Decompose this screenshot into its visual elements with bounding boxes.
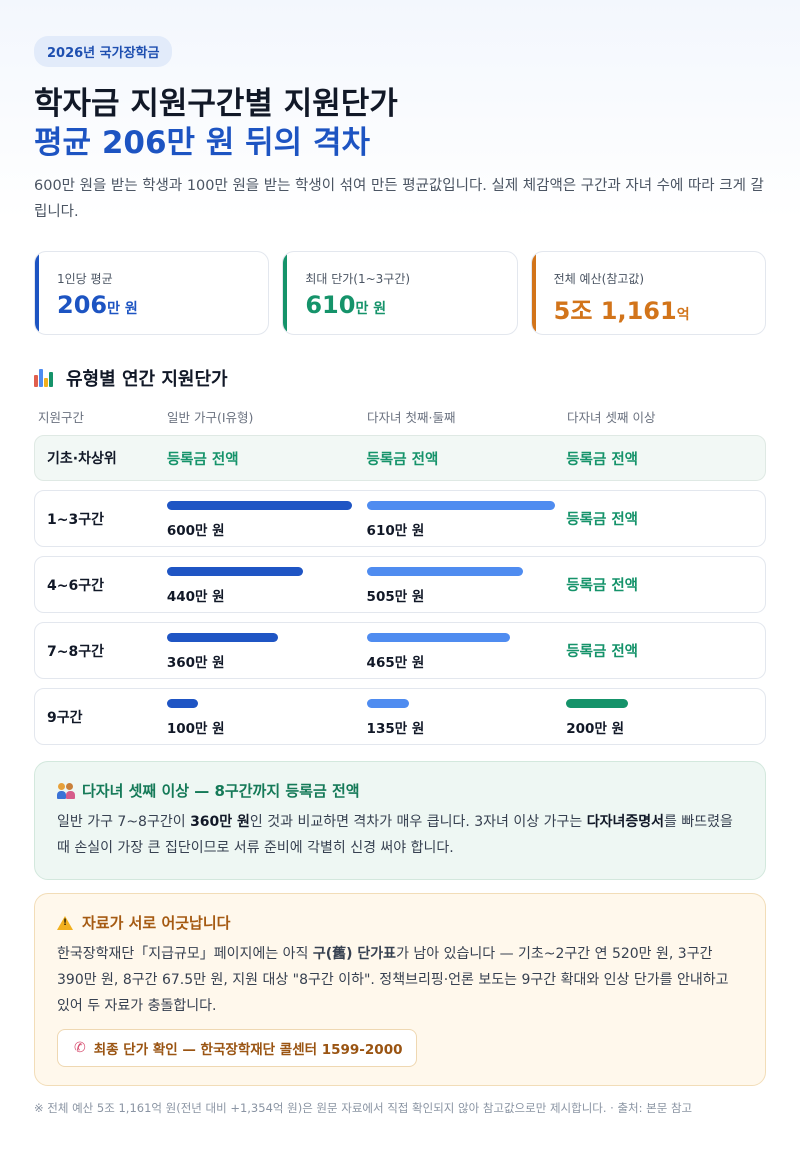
category-tag: 2026년 국가장학금 — [34, 36, 173, 67]
stat-value: 5조 1,161 — [553, 297, 677, 325]
stat-cards: 1인당 평균 206만 원 최대 단가(1~3구간) 610만 원 전체 예산(… — [34, 251, 766, 335]
data-conflict-callout: 자료가 서로 어긋납니다 한국장학재단「지급규모」페이지에는 아직 구(舊) 단… — [34, 893, 766, 1086]
stat-label: 최대 단가(1~3구간) — [305, 272, 411, 286]
body-emphasis: 360만 원 — [190, 814, 250, 830]
stat-unit: 만 원 — [355, 301, 387, 317]
data-label: 610만 원 — [366, 522, 425, 539]
data-label: 360만 원 — [166, 654, 225, 671]
stat-value: 206 — [57, 291, 108, 319]
support-table: 기초·차상위 등록금 전액 등록금 전액 등록금 전액 1~3구간 600만 원 6… — [34, 435, 766, 745]
warning-icon — [57, 915, 73, 930]
call-center-button[interactable]: ✆ 최종 단가 확인 — 한국장학재단 콜센터 1599-2000 — [57, 1029, 418, 1067]
full-tuition-label: 등록금 전액 — [166, 451, 239, 468]
footnote: ※ 전체 예산 5조 1,161억 원(전년 대비 +1,354억 원)은 원문… — [34, 1101, 693, 1115]
section-title-text: 유형별 연간 지원단가 — [66, 369, 228, 390]
table-row: 4~6구간 440만 원 505만 원 등록금 전액 — [34, 556, 766, 613]
bar-mark — [566, 698, 629, 708]
full-tuition-label: 등록금 전액 — [566, 578, 639, 594]
column-header: 다자녀 첫째·둘째 — [367, 410, 456, 425]
full-tuition-label: 등록금 전액 — [366, 451, 439, 468]
table-row-basic: 기초·차상위 등록금 전액 등록금 전액 등록금 전액 — [34, 435, 766, 481]
callout-title-row: 자료가 서로 어긋납니다 — [57, 912, 743, 933]
data-label: 465만 원 — [366, 654, 425, 671]
callout-title: 자료가 서로 어긋납니다 — [82, 914, 231, 932]
bar-mark — [166, 500, 352, 510]
stat-unit: 억 — [676, 307, 690, 323]
row-label: 7~8구간 — [47, 643, 104, 660]
body-emphasis: 다자녀증명서 — [586, 814, 664, 830]
data-label: 200만 원 — [566, 720, 624, 737]
table-row: 1~3구간 600만 원 610만 원 등록금 전액 — [34, 490, 766, 547]
column-header: 일반 가구(Ⅰ유형) — [167, 410, 254, 425]
body-text: 를 빠뜨렸을 때 손실이 가장 큰 집단이므로 서류 준비에 각별히 신경 써야… — [57, 814, 733, 856]
data-label: 505만 원 — [366, 588, 425, 605]
body-text: 인 것과 비교하면 격차가 매우 큽니다. 3자녀 이상 가구는 — [249, 814, 587, 830]
bar-rows: 1~3구간 600만 원 610만 원 등록금 전액 4~6구간 440만 원 505만 원… — [34, 490, 766, 745]
callout-title: 다자녀 셋째 이상 — 8구간까지 등록금 전액 — [82, 782, 360, 800]
body-text: 일반 가구 7~8구간이 — [57, 814, 191, 830]
section-title: 유형별 연간 지원단가 — [34, 365, 766, 391]
stat-label: 1인당 평균 — [57, 272, 113, 286]
lead-paragraph: 600만 원을 받는 학생과 100만 원을 받는 학생이 섞여 만든 평균값입… — [34, 178, 764, 220]
bar-cell: 440만 원 — [166, 565, 367, 605]
row-label: 기초·차상위 — [47, 451, 117, 467]
multi-child-callout: 다자녀 셋째 이상 — 8구간까지 등록금 전액 일반 가구 7~8구간이 36… — [34, 761, 766, 880]
bar-chart-icon — [34, 369, 54, 387]
family-icon — [57, 782, 75, 799]
bar-cell: 505만 원 — [366, 565, 567, 605]
data-label: 440만 원 — [166, 588, 225, 605]
full-tuition-label: 등록금 전액 — [566, 644, 639, 660]
bar-cell: 600만 원 — [166, 499, 367, 539]
stat-value-wrap: 5조 1,161억 — [554, 291, 765, 326]
phone-icon: ✆ — [74, 1040, 86, 1056]
bar-cell: 465만 원 — [366, 631, 567, 671]
table-row: 7~8구간 360만 원 465만 원 등록금 전액 — [34, 622, 766, 679]
column-header: 다자녀 셋째 이상 — [567, 410, 656, 425]
call-center-button-label: 최종 단가 확인 — 한국장학재단 콜센터 1599-2000 — [93, 1042, 403, 1058]
data-label: 600만 원 — [166, 522, 225, 539]
body-text: 한국장학재단「지급규모」페이지에는 아직 — [57, 946, 313, 962]
bar-cell: 610만 원 — [366, 499, 567, 539]
bar-cell: 135만 원 — [366, 697, 567, 737]
data-label: 135만 원 — [366, 720, 425, 737]
bar-mark — [366, 566, 523, 576]
stat-card-average: 1인당 평균 206만 원 — [34, 251, 270, 335]
body-text: 가 남아 있습니다 — 기초~2구간 연 520만 원, 3구간 390만 원,… — [57, 946, 729, 1014]
bar-mark — [366, 500, 555, 510]
full-tuition-label: 등록금 전액 — [566, 512, 639, 528]
data-label: 100만 원 — [166, 720, 225, 737]
body-emphasis: 구(舊) 단가표 — [312, 946, 397, 962]
table-row: 9구간 100만 원 135만 원 200만 원 — [34, 688, 766, 745]
page-title: 학자금 지원구간별 지원단가 — [34, 86, 398, 122]
table-header: 지원구간 일반 가구(Ⅰ유형) 다자녀 첫째·둘째 다자녀 셋째 이상 — [34, 407, 766, 425]
stat-card-budget: 전체 예산(참고값) 5조 1,161억 — [530, 251, 766, 335]
stat-value-wrap: 610만 원 — [305, 291, 516, 319]
full-tuition-label: 등록금 전액 — [566, 451, 639, 468]
callout-title-row: 다자녀 셋째 이상 — 8구간까지 등록금 전액 — [57, 780, 741, 801]
page-subtitle: 평균 206만 원 뒤의 격차 — [34, 125, 371, 161]
bar-mark — [166, 632, 278, 642]
bar-cell: 100만 원 — [166, 697, 367, 737]
bar-mark — [166, 566, 303, 576]
row-label: 9구간 — [47, 709, 83, 726]
bar-mark — [166, 698, 198, 708]
bar-cell: 360만 원 — [166, 631, 367, 671]
stat-value: 610 — [305, 291, 356, 319]
callout-body: 한국장학재단「지급규모」페이지에는 아직 구(舊) 단가표가 남아 있습니다 —… — [57, 941, 743, 1019]
stat-value-wrap: 206만 원 — [57, 291, 268, 319]
page: 2026년 국가장학금 학자금 지원구간별 지원단가 평균 206만 원 뒤의 … — [34, 36, 766, 1116]
bar-cell: 200만 원 — [566, 697, 765, 737]
stat-label: 전체 예산(참고값) — [553, 272, 645, 286]
bar-mark — [366, 632, 510, 642]
row-label: 4~6구간 — [47, 577, 104, 594]
callout-body: 일반 가구 7~8구간이 360만 원인 것과 비교하면 격차가 매우 큽니다.… — [57, 809, 741, 861]
row-label: 1~3구간 — [47, 511, 104, 528]
column-header: 지원구간 — [38, 410, 85, 425]
stat-card-max: 최대 단가(1~3구간) 610만 원 — [282, 251, 518, 335]
bar-mark — [366, 698, 409, 708]
stat-unit: 만 원 — [107, 301, 138, 317]
